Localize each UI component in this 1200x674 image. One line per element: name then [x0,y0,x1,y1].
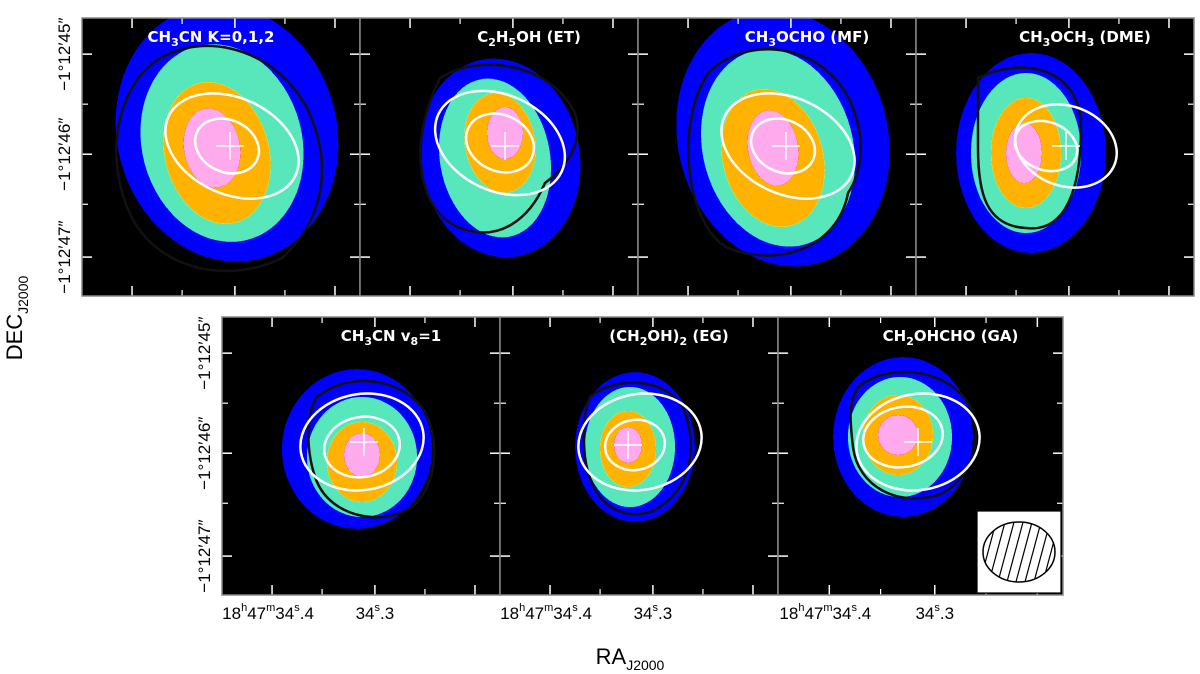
x-axis-title: RAJ2000 [596,644,665,673]
emission-map [82,18,360,296]
inner-contour [720,92,856,200]
panel-title-eg: (CH2OH)2 (EG) [609,327,728,348]
dec-tick-label-bottom-0: −1°12′45″ [195,317,214,390]
axis-labels: −1°12′45″ −1°12′46″ −1°12′47″ −1°12′45″ −1°1… [2,18,954,673]
ra-tick-label-0-1: 34s.3 [356,602,395,623]
panel-grid: CH3CN K=0,1,2 C2H5OH (ET) CH3OCHO (MF) CH3O… [81,17,1195,596]
outer-contour [976,66,1083,230]
emission-map [638,18,916,296]
emission-level [747,110,799,186]
panel-mf: CH3OCHO (MF) [637,17,917,297]
panel-frame [777,316,1064,596]
panel-title-ch3cn: CH3CN K=0,1,2 [148,28,275,49]
outer-contour [419,63,579,234]
inner-contour [603,418,667,472]
panel-et: C2H5OH (ET) [359,17,639,297]
panel-ga: CH2OHCHO (GA) [777,316,1064,596]
emission-map [778,317,1063,595]
emission-map [222,317,500,595]
outer-contour [849,370,978,500]
dec-tick-label-bottom-2: −1°12′47″ [195,519,214,592]
dec-tick-label-top-0: −1°12′45″ [55,18,74,91]
inner-contour [193,117,261,175]
panel-title-ch3cnv8: CH3CN v8=1 [341,327,441,348]
dec-tick-label-top-1: −1°12′46″ [55,118,74,191]
inner-contour [1014,103,1118,189]
inner-contour [299,392,425,492]
emission-map [916,18,1194,296]
beam-ellipse [982,521,1056,583]
dec-tick-label-top-2: −1°12′47″ [55,220,74,293]
inner-contour [855,392,981,492]
beam-box [976,510,1062,594]
ra-tick-label-1-0: 18h47m34s.4 [500,602,592,623]
ra-tick-label-2-1: 34s.3 [915,602,954,623]
inner-contour [464,112,536,174]
inner-contour [749,117,817,175]
ra-tick-label-1-1: 34s.3 [634,602,673,623]
panel-title-dme: CH3OCH3 (DME) [1019,28,1151,49]
panel-title-et: C2H5OH (ET) [477,28,581,49]
outer-contour [582,381,693,516]
emission-map [360,18,638,296]
panel-frame [915,17,1195,297]
dec-tick-label-bottom-1: −1°12′46″ [195,417,214,490]
ra-tick-label-2-0: 18h47m34s.4 [779,602,871,623]
inner-contour [322,415,402,479]
inner-contour [1013,119,1079,173]
inner-contour [577,392,703,492]
panel-title-ga: CH2OHCHO (GA) [883,327,1019,348]
outer-contour [307,379,436,519]
panel-ch3cnv8: CH3CN v8=1 [221,316,501,596]
emission-level [183,108,241,188]
panel-dme: CH3OCH3 (DME) [915,17,1195,297]
panel-title-mf: CH3OCHO (MF) [745,28,869,49]
panel-ch3cn: CH3CN K=0,1,2 [81,17,361,297]
inner-contour [433,89,567,197]
emission-map [500,317,778,595]
outer-contour [115,44,324,273]
inner-contour [164,92,300,200]
y-axis-title: DECJ2000 [2,275,31,360]
emission-level [878,415,918,455]
outer-contour [687,48,862,257]
inner-contour [862,405,944,469]
panel-eg: (CH2OH)2 (EG) [499,316,779,596]
emission-level [344,433,380,477]
ra-tick-label-0-0: 18h47m34s.4 [222,602,314,623]
